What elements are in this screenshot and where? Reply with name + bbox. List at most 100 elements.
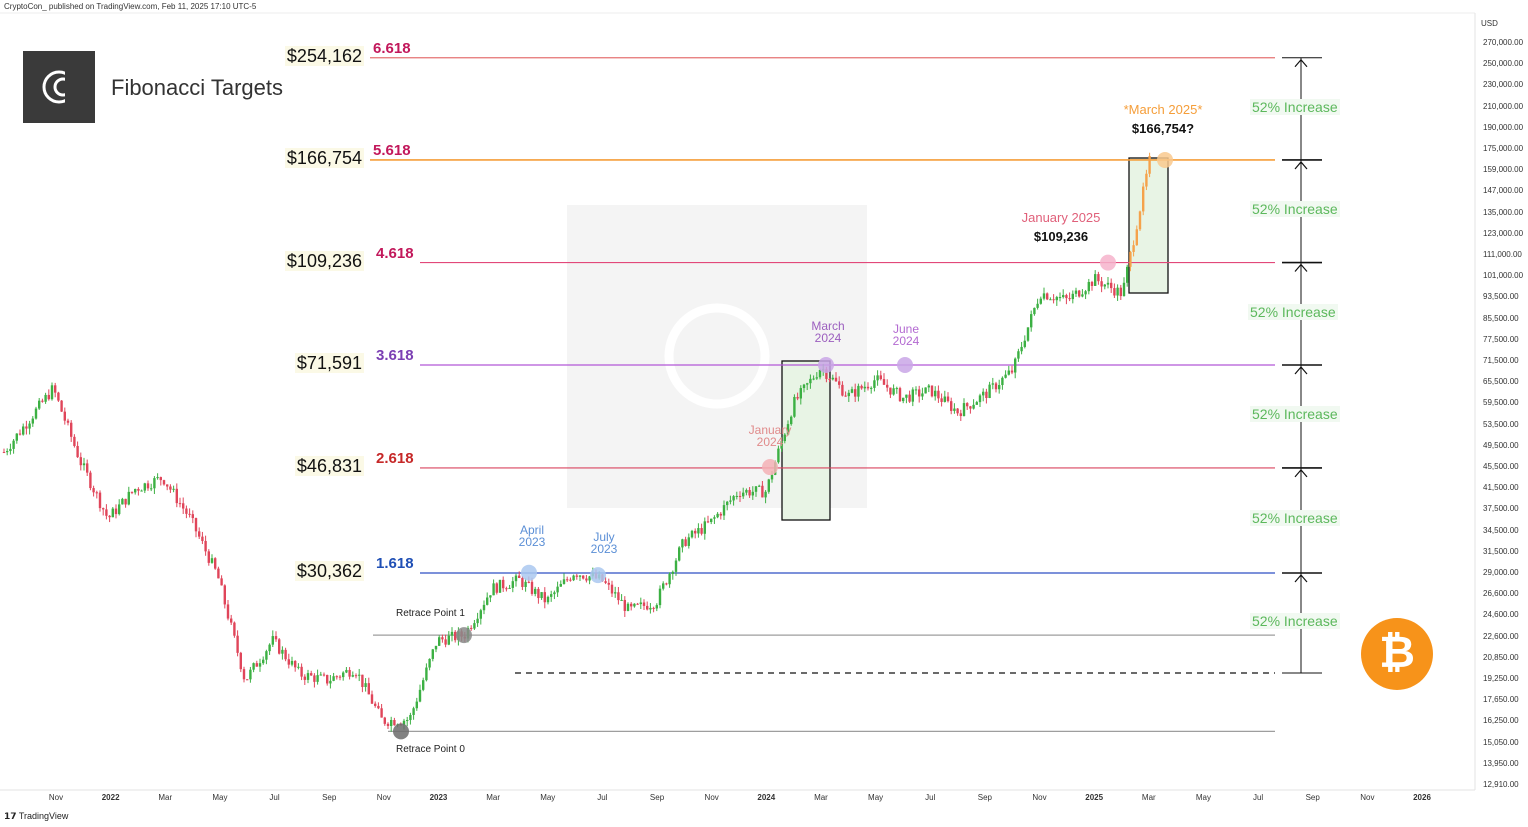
candle-body bbox=[409, 714, 412, 721]
candle-body bbox=[777, 448, 780, 463]
candle-body bbox=[15, 433, 18, 441]
candle-body bbox=[1068, 298, 1071, 300]
candle-body bbox=[850, 389, 854, 393]
candle-body bbox=[870, 387, 873, 389]
candle-body bbox=[495, 583, 498, 593]
candle-body bbox=[1103, 284, 1106, 287]
candle-body bbox=[687, 537, 690, 546]
candle-body bbox=[521, 577, 524, 587]
candle-body bbox=[310, 673, 313, 676]
candle-body bbox=[422, 680, 425, 690]
price-tick-label: 270,000.00 bbox=[1483, 38, 1524, 47]
candle-body bbox=[57, 392, 60, 401]
candle-body bbox=[604, 581, 607, 583]
candle-body bbox=[76, 445, 79, 458]
candle-body bbox=[1030, 314, 1033, 328]
annotation-line-2: 2023 bbox=[518, 535, 546, 549]
candle-body bbox=[543, 592, 546, 603]
candle-body bbox=[121, 498, 124, 505]
candle-body bbox=[722, 505, 726, 516]
price-tick-label: 12,910.00 bbox=[1483, 780, 1519, 789]
candle-body bbox=[713, 517, 716, 519]
candle-body bbox=[1001, 377, 1004, 386]
candle-body bbox=[1094, 274, 1097, 286]
candle-body bbox=[511, 581, 514, 588]
candle-body bbox=[860, 385, 863, 389]
candle-body bbox=[982, 391, 985, 396]
candle-body bbox=[882, 379, 886, 385]
event-marker bbox=[1157, 151, 1173, 168]
candle-body bbox=[812, 378, 815, 380]
candle-body bbox=[569, 579, 572, 581]
candle-body bbox=[690, 530, 694, 538]
candle-body bbox=[607, 582, 610, 585]
candle-body bbox=[476, 618, 479, 624]
price-tick-label: 111,000.00 bbox=[1483, 250, 1522, 259]
candle-body bbox=[22, 426, 25, 435]
time-tick-label: Mar bbox=[814, 793, 828, 802]
price-tick-label: 19,250.00 bbox=[1483, 674, 1519, 683]
candle-body bbox=[969, 406, 972, 409]
price-level-value: $71,591 bbox=[294, 353, 364, 373]
candle-body bbox=[150, 488, 153, 490]
candle-body bbox=[284, 649, 287, 660]
candle-body bbox=[966, 403, 969, 407]
candle-body bbox=[1052, 299, 1055, 301]
price-tick-label: 59,500.00 bbox=[1483, 398, 1519, 408]
time-tick-label: Nov bbox=[704, 793, 719, 802]
increase-label: 52% Increase bbox=[1250, 613, 1340, 629]
candle-body bbox=[412, 708, 415, 715]
price-tick-label: 230,000.00 bbox=[1483, 80, 1524, 90]
fib-ratio-label: 3.618 bbox=[376, 347, 414, 364]
candle-body bbox=[89, 472, 92, 489]
candle-body bbox=[956, 408, 959, 414]
candle-body bbox=[226, 604, 230, 619]
cryptocon-logo-icon bbox=[42, 70, 79, 104]
event-marker bbox=[521, 564, 537, 581]
candle-body bbox=[153, 478, 156, 489]
candle-body bbox=[905, 394, 908, 398]
candle-body bbox=[1132, 245, 1135, 252]
candle-body bbox=[1129, 251, 1132, 267]
candle-body bbox=[482, 604, 486, 611]
candle-body bbox=[140, 490, 143, 492]
candle-body bbox=[988, 384, 991, 399]
price-level-value: $109,236 bbox=[284, 250, 364, 271]
candle-body bbox=[799, 388, 802, 399]
publisher-header: CryptoCon_ published on TradingView.com,… bbox=[4, 2, 257, 11]
candle-body bbox=[377, 705, 380, 709]
candle-body bbox=[735, 495, 738, 497]
time-tick-label: Jul bbox=[925, 793, 936, 802]
candle-body bbox=[1097, 274, 1100, 282]
candle-body bbox=[642, 602, 646, 606]
candle-body bbox=[1071, 293, 1074, 300]
candle-body bbox=[479, 610, 482, 619]
price-tick-label: 41,500.00 bbox=[1483, 483, 1519, 493]
price-tick-label: 250,000.00 bbox=[1483, 59, 1524, 69]
candle-body bbox=[111, 508, 114, 518]
candle-body bbox=[898, 388, 902, 402]
candle-body bbox=[358, 674, 361, 676]
candle-body bbox=[287, 659, 290, 665]
increase-arrow-head bbox=[1294, 263, 1308, 272]
candle-body bbox=[188, 513, 191, 515]
candle-body bbox=[918, 389, 921, 397]
time-tick-label: 2022 bbox=[101, 793, 120, 802]
candle-body bbox=[1081, 294, 1084, 297]
candle-body bbox=[134, 488, 137, 493]
candle-body bbox=[34, 408, 38, 419]
price-level-label: $254,162 bbox=[244, 45, 364, 67]
candle-body bbox=[1116, 287, 1119, 296]
price-level-value: $166,754 bbox=[284, 147, 364, 168]
candle-body bbox=[671, 571, 674, 574]
price-tick-label: 53,500.00 bbox=[1483, 419, 1519, 429]
time-tick-label: 2025 bbox=[1085, 793, 1104, 802]
candle-body bbox=[60, 400, 63, 412]
candle-body bbox=[9, 448, 12, 452]
increase-arrow-head bbox=[1294, 58, 1308, 68]
price-tick-label: 101,000.00 bbox=[1483, 271, 1524, 281]
time-tick-label: Sep bbox=[1305, 793, 1320, 802]
candle-body bbox=[562, 579, 566, 584]
candle-body bbox=[367, 683, 370, 695]
candle-body bbox=[1090, 281, 1094, 286]
